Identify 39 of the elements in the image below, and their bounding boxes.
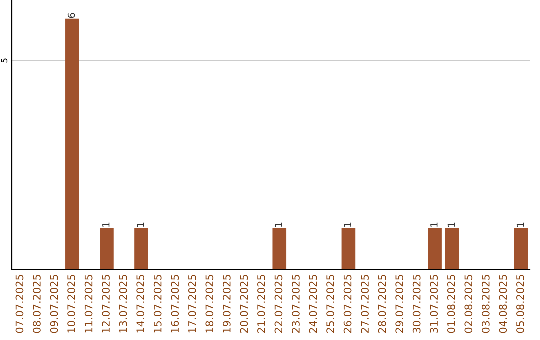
data-label: 1 — [430, 222, 438, 228]
data-label: 6 — [68, 13, 76, 18]
x-tick-label: 21.07.2025 — [258, 275, 266, 334]
data-label: 1 — [516, 222, 524, 228]
x-tick-label: 10.07.2025 — [68, 275, 76, 333]
x-tick-label: 11.07.2025 — [84, 275, 93, 333]
x-tick-label: 05.08.2025 — [516, 275, 524, 334]
data-label: 1 — [344, 222, 352, 228]
data-label: 1 — [137, 222, 144, 228]
data-label: 1 — [448, 222, 455, 228]
x-tick-label: 26.07.2025 — [344, 275, 352, 334]
x-tick-label: 31.07.2025 — [430, 275, 438, 334]
x-tick-label: 01.08.2025 — [447, 275, 456, 334]
x-tick-label: 02.08.2025 — [464, 275, 473, 334]
x-tick-label: 23.07.2025 — [292, 275, 300, 334]
x-tick-label: 16.07.2025 — [171, 275, 180, 333]
x-tick-label: 30.07.2025 — [412, 275, 421, 334]
x-tick-label: 27.07.2025 — [361, 275, 369, 334]
x-tick-label: 22.07.2025 — [274, 275, 283, 334]
x-tick-label: 03.08.2025 — [482, 275, 490, 334]
x-tick-label: 13.07.2025 — [119, 275, 128, 333]
x-tick-label: 18.07.2025 — [206, 275, 214, 333]
x-tick-label: 24.07.2025 — [309, 275, 318, 334]
x-tick-label: 04.08.2025 — [499, 275, 508, 334]
x-tick-label: 12.07.2025 — [102, 275, 110, 333]
x-tick-label: 08.07.2025 — [33, 275, 41, 334]
y-tick-label: 5 — [1, 58, 8, 63]
x-tick-label: 17.07.2025 — [188, 275, 196, 333]
x-tick-label: 09.07.2025 — [50, 275, 58, 334]
x-tick-label: 29.07.2025 — [396, 275, 404, 334]
x-tick-label: 07.07.2025 — [16, 275, 24, 334]
data-label: 1 — [102, 222, 110, 228]
x-tick-label: 19.07.2025 — [222, 275, 231, 333]
data-label: 1 — [275, 222, 282, 228]
x-tick-label: 15.07.2025 — [154, 275, 162, 333]
x-tick-label: 14.07.2025 — [136, 275, 145, 333]
x-tick-label: 28.07.2025 — [378, 275, 386, 334]
x-tick-label: 25.07.2025 — [326, 275, 334, 334]
x-tick-label: 20.07.2025 — [240, 275, 248, 334]
